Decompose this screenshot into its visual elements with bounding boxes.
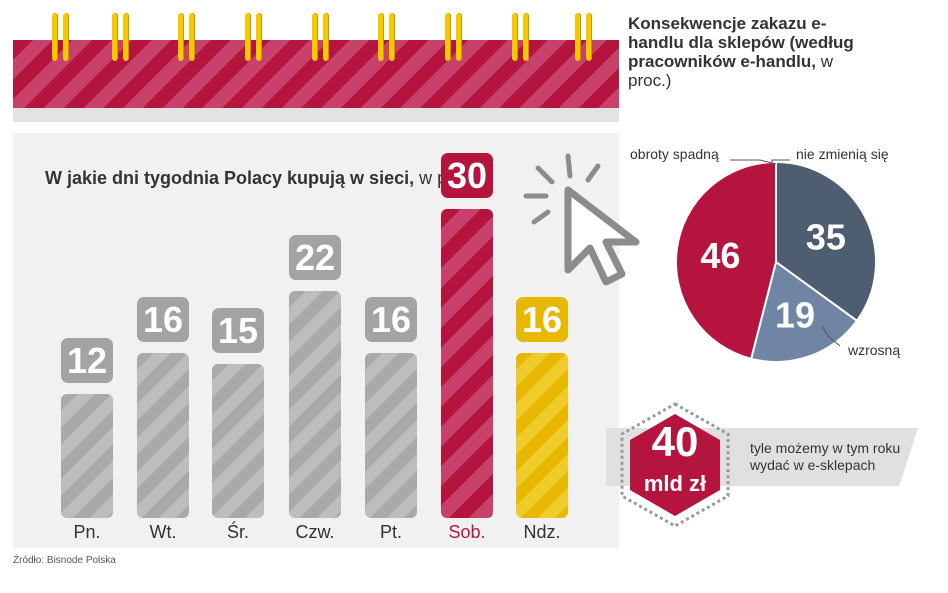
calendar-ring bbox=[575, 13, 581, 61]
bar-value-label: 16 bbox=[137, 297, 189, 343]
bar-value-label: 16 bbox=[516, 297, 568, 343]
pie-leader-line bbox=[730, 159, 777, 165]
pie-caption-nie-zmienia: nie zmienią się bbox=[796, 146, 889, 162]
calendar-ring bbox=[112, 13, 118, 61]
pie-leader-line bbox=[821, 325, 841, 347]
bar-4 bbox=[365, 353, 417, 518]
calendar-ring bbox=[312, 13, 318, 61]
pie-slice bbox=[675, 160, 777, 361]
calendar-ring bbox=[123, 13, 129, 61]
pie-chart-title: Konsekwencje zakazu e-handlu dla sklepów… bbox=[628, 14, 854, 90]
bar-value-label: 22 bbox=[289, 235, 341, 281]
day-label: Wt. bbox=[149, 522, 177, 542]
bar-0 bbox=[61, 394, 113, 518]
callout-value: 40 bbox=[651, 418, 699, 465]
calendar-ring bbox=[256, 13, 262, 61]
pie-value-label: 19 bbox=[775, 295, 815, 336]
day-label: Śr. bbox=[226, 522, 249, 542]
calendar-ring bbox=[189, 13, 195, 61]
calendar-ring bbox=[178, 13, 184, 61]
calendar-ring bbox=[378, 13, 384, 61]
calendar-ring bbox=[323, 13, 329, 61]
calendar-ring bbox=[389, 13, 395, 61]
bar-value-label: 30 bbox=[441, 153, 493, 198]
bar-value-label: 16 bbox=[365, 297, 417, 343]
pie-slice bbox=[775, 160, 877, 323]
calendar-ring bbox=[445, 13, 451, 61]
calendar-ring bbox=[52, 13, 58, 61]
mouse-pointer-icon bbox=[523, 153, 640, 286]
calendar-ring bbox=[512, 13, 518, 61]
day-label: Ndz. bbox=[523, 522, 561, 542]
bar-5 bbox=[441, 209, 493, 518]
hexagon-badge bbox=[620, 402, 730, 528]
bar-1 bbox=[137, 353, 189, 518]
bar-3 bbox=[289, 291, 341, 518]
calendar-ring bbox=[456, 13, 462, 61]
bar-value-label: 15 bbox=[212, 307, 264, 353]
calendar-ring bbox=[586, 13, 592, 61]
calendar-ring bbox=[63, 13, 69, 61]
day-label: Czw. bbox=[295, 522, 335, 542]
calendar-ring bbox=[523, 13, 529, 61]
pie-value-label: 35 bbox=[806, 217, 846, 258]
day-label: Pn. bbox=[73, 522, 101, 542]
pie-leader-line bbox=[771, 159, 790, 166]
pie-caption-spadna: obroty spadną bbox=[630, 146, 719, 162]
pie-value-label: 46 bbox=[700, 235, 740, 276]
day-label: Sob. bbox=[448, 522, 486, 542]
day-label: Pt. bbox=[379, 522, 402, 542]
bar-2 bbox=[212, 363, 264, 518]
bar-value-label: 12 bbox=[61, 338, 113, 384]
callout-unit: mld zł bbox=[643, 471, 707, 496]
calendar-ring bbox=[245, 13, 251, 61]
pie-slice bbox=[749, 260, 859, 363]
callout-text: tyle możemy w tym roku wydać w e-sklepac… bbox=[750, 440, 901, 473]
source-note: Źródło: Bisnode Polska bbox=[13, 555, 116, 566]
bar-6 bbox=[516, 353, 568, 518]
pie-caption-wzrosna: wzrosną bbox=[848, 342, 901, 358]
calendar-shadow bbox=[13, 108, 619, 122]
